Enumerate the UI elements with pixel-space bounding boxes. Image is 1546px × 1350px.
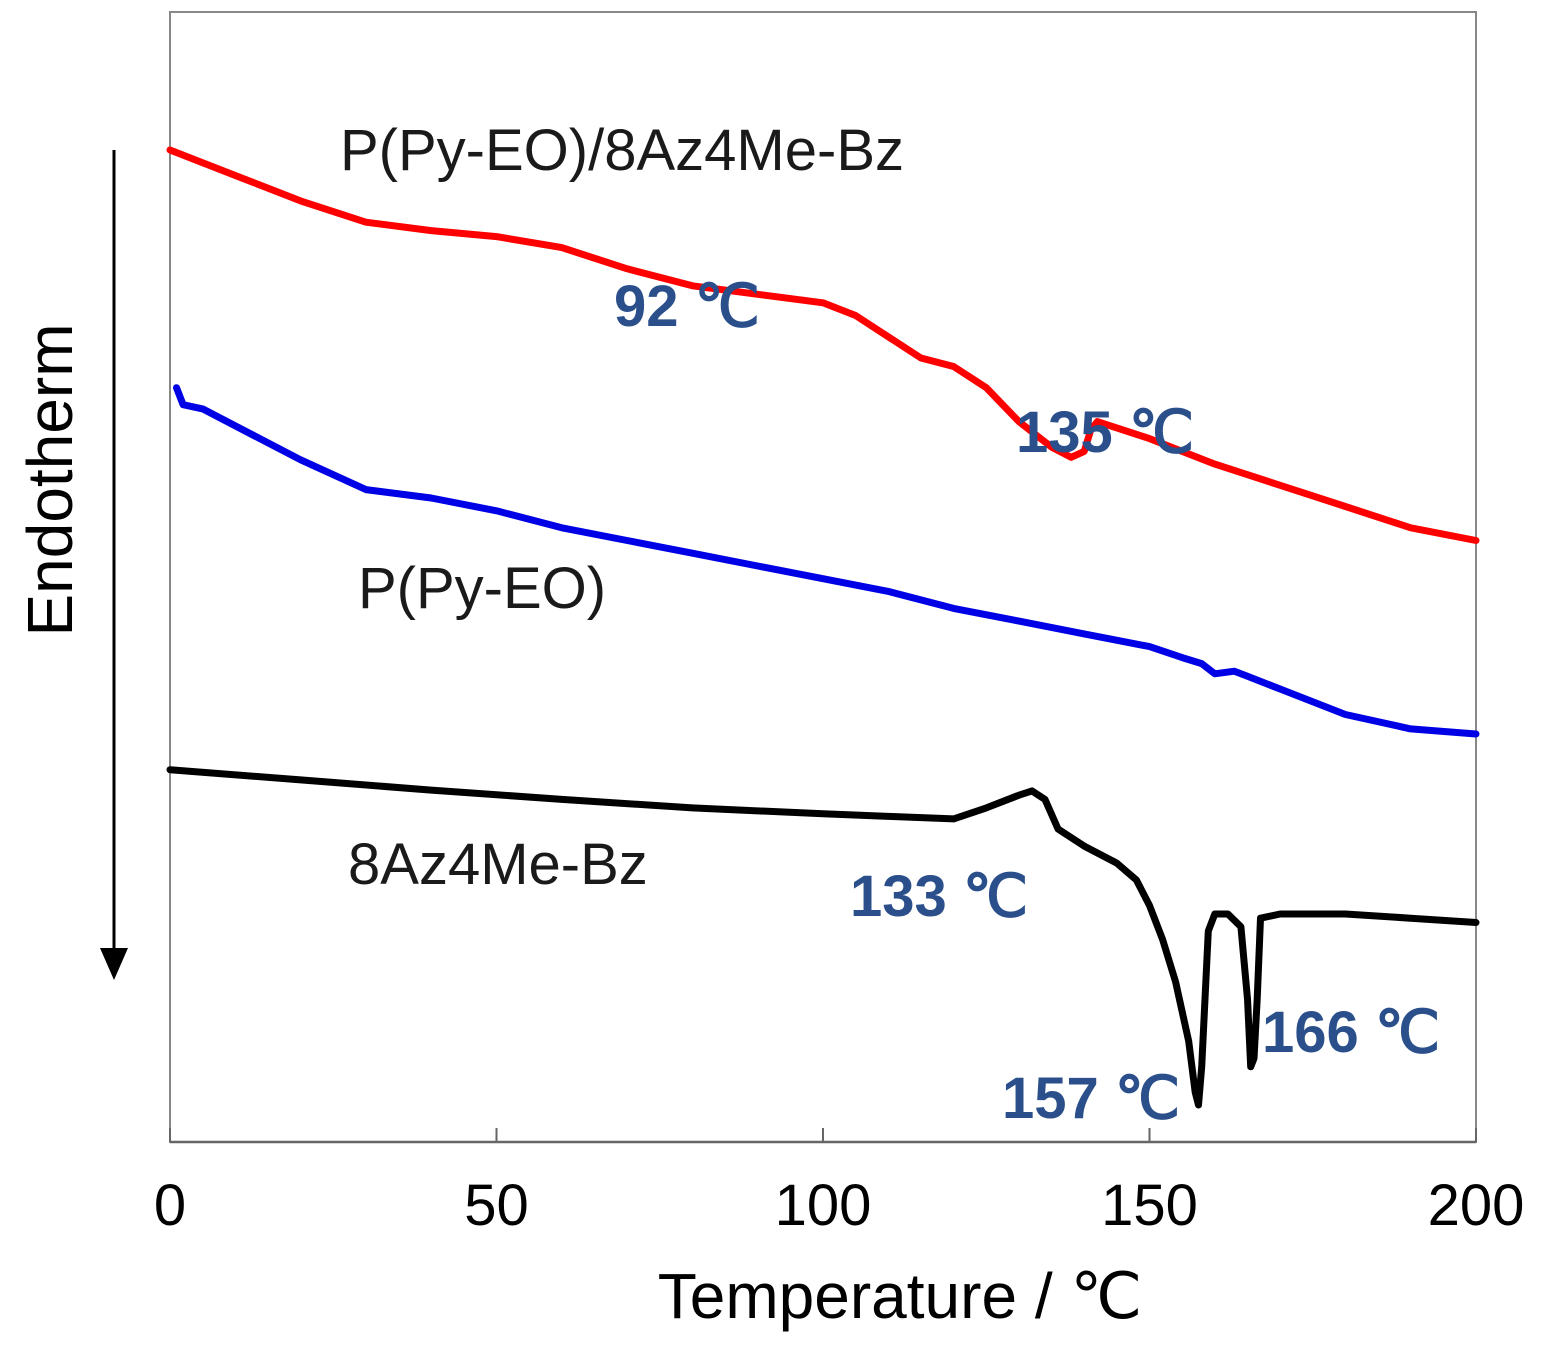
annotation-133: 133 ℃ — [850, 864, 1028, 929]
x-tick-labels: 0 50 100 150 200 — [154, 1173, 1525, 1238]
x-tick-label-150: 150 — [1101, 1173, 1198, 1238]
series-line-blend — [166, 146, 1480, 544]
series-line-polymer — [173, 384, 1480, 738]
annotation-92: 92 ℃ — [614, 274, 760, 339]
series-label-blend: P(Py-EO)/8Az4Me-Bz — [340, 118, 904, 183]
series-label-polymer: P(Py-EO) — [358, 556, 606, 621]
series-label-mesogen: 8Az4Me-Bz — [348, 832, 648, 897]
endotherm-arrow-head — [100, 948, 128, 980]
x-ticks — [169, 1128, 1477, 1142]
x-tick-label-100: 100 — [775, 1173, 872, 1238]
annotation-166: 166 ℃ — [1262, 1000, 1440, 1065]
x-tick-label-200: 200 — [1428, 1173, 1525, 1238]
x-tick-label-50: 50 — [464, 1173, 529, 1238]
endotherm-arrow — [100, 150, 128, 980]
series-lines — [166, 146, 1480, 1109]
annotation-135: 135 ℃ — [1016, 400, 1194, 465]
x-axis-title: Temperature / ℃ — [658, 1260, 1143, 1332]
x-tick-label-0: 0 — [154, 1173, 186, 1238]
series-line-mesogen — [166, 766, 1480, 1109]
y-axis-title: Endotherm — [14, 323, 86, 636]
annotation-157: 157 ℃ — [1002, 1066, 1180, 1131]
